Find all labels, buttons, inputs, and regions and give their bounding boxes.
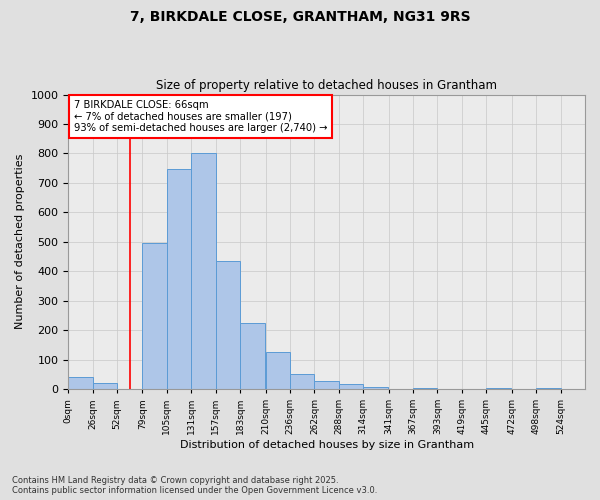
Bar — [68, 376, 93, 389]
X-axis label: Distribution of detached houses by size in Grantham: Distribution of detached houses by size … — [179, 440, 474, 450]
Bar — [314, 381, 339, 389]
Bar — [266, 352, 290, 389]
Text: Contains HM Land Registry data © Crown copyright and database right 2025.
Contai: Contains HM Land Registry data © Crown c… — [12, 476, 377, 495]
Bar — [487, 388, 511, 389]
Bar — [142, 244, 167, 389]
Bar — [240, 323, 265, 389]
Bar — [290, 374, 314, 389]
Bar — [93, 383, 117, 389]
Text: 7, BIRKDALE CLOSE, GRANTHAM, NG31 9RS: 7, BIRKDALE CLOSE, GRANTHAM, NG31 9RS — [130, 10, 470, 24]
Bar — [413, 388, 437, 389]
Bar — [191, 154, 216, 389]
Title: Size of property relative to detached houses in Grantham: Size of property relative to detached ho… — [156, 79, 497, 92]
Bar — [536, 388, 560, 389]
Bar — [339, 384, 363, 389]
Text: 7 BIRKDALE CLOSE: 66sqm
← 7% of detached houses are smaller (197)
93% of semi-de: 7 BIRKDALE CLOSE: 66sqm ← 7% of detached… — [74, 100, 328, 134]
Bar — [363, 387, 388, 389]
Bar — [167, 169, 191, 389]
Bar — [216, 261, 240, 389]
Y-axis label: Number of detached properties: Number of detached properties — [15, 154, 25, 330]
